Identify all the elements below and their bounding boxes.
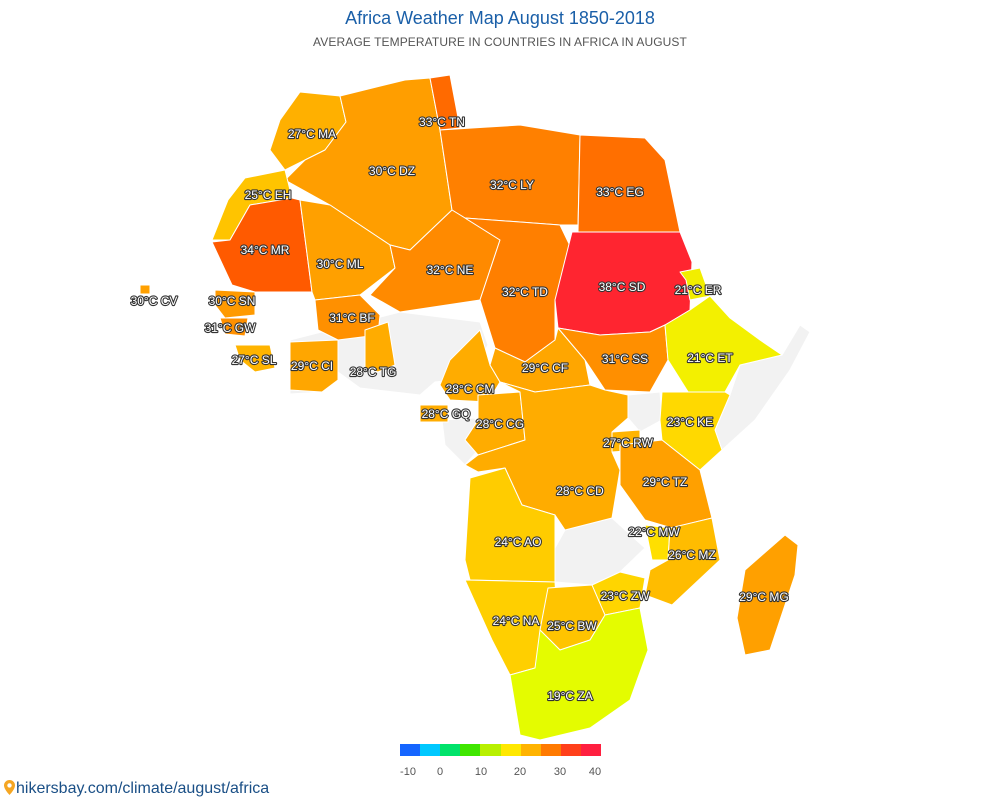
- country-et[interactable]: [664, 295, 783, 396]
- country-label-cm: 28°C CM: [446, 382, 495, 396]
- legend-swatch: [440, 744, 461, 756]
- legend-tick-label: 0: [436, 766, 444, 778]
- map-pin-icon: [4, 780, 15, 795]
- country-label-gq: 28°C GQ: [422, 407, 471, 421]
- country-label-sd: 38°C SD: [599, 280, 646, 294]
- country-label-zw: 23°C ZW: [601, 589, 650, 603]
- country-mz[interactable]: [644, 517, 721, 606]
- temperature-legend: [400, 744, 602, 756]
- country-za[interactable]: [509, 607, 649, 741]
- country-label-ci: 29°C CI: [291, 359, 333, 373]
- legend-swatch: [500, 744, 522, 756]
- country-ci[interactable]: [289, 339, 339, 393]
- country-mg[interactable]: [736, 534, 799, 656]
- country-label-ml: 30°C ML: [317, 257, 364, 271]
- country-label-mr: 34°C MR: [241, 243, 290, 257]
- legend-swatch: [580, 744, 602, 756]
- country-tn[interactable]: [429, 74, 461, 131]
- country-label-et: 21°C ET: [687, 351, 733, 365]
- country-label-ke: 23°C KE: [667, 415, 713, 429]
- country-tg[interactable]: [364, 321, 396, 373]
- country-ao[interactable]: [464, 467, 556, 583]
- country-label-sl: 27°C SL: [232, 353, 277, 367]
- country-label-cg: 28°C CG: [476, 417, 524, 431]
- country-ke[interactable]: [659, 391, 731, 471]
- country-sl[interactable]: [234, 344, 276, 373]
- country-label-er: 21°C ER: [675, 283, 722, 297]
- country-cv[interactable]: [139, 284, 151, 295]
- country-label-ao: 24°C AO: [495, 535, 542, 549]
- country-label-bw: 25°C BW: [547, 619, 597, 633]
- country-label-eg: 33°C EG: [596, 185, 643, 199]
- page-subtitle: AVERAGE TEMPERATURE IN COUNTRIES IN AFRI…: [313, 35, 687, 49]
- country-label-rw: 27°C RW: [603, 436, 654, 450]
- country-label-td: 32°C TD: [502, 285, 548, 299]
- labels-layer: 27°C MA 30°C DZ 33°C TN 32°C LY 33°C EG 25°C …: [129, 114, 789, 704]
- country-label-cf: 29°C CF: [522, 361, 568, 375]
- legend-tick-label: 20: [513, 766, 527, 778]
- country-label-ly: 32°C LY: [490, 178, 534, 192]
- legend-swatch: [400, 744, 421, 756]
- country-label-cd: 28°C CD: [556, 484, 604, 498]
- country-label-za: 19°C ZA: [547, 689, 592, 703]
- country-cf[interactable]: [489, 327, 591, 393]
- legend-swatch: [560, 744, 582, 756]
- page-title: Africa Weather Map August 1850-2018: [345, 8, 655, 28]
- country-label-dz: 30°C DZ: [369, 164, 415, 178]
- country-label-cv: 30°C CV: [131, 294, 178, 308]
- country-label-mg: 29°C MG: [739, 590, 788, 604]
- country-label-mw: 22°C MW: [628, 525, 680, 539]
- legend-tick-label: -10: [400, 766, 416, 778]
- country-label-ma: 27°C MA: [288, 127, 336, 141]
- country-gq[interactable]: [419, 404, 449, 423]
- country-label-tz: 29°C TZ: [643, 475, 688, 489]
- no-data-region-gabon: [441, 417, 479, 466]
- countries-layer: [139, 74, 799, 741]
- legend-swatch: [480, 744, 501, 756]
- legend-tick-label: 10: [474, 766, 488, 778]
- legend-tick-label: 40: [588, 766, 602, 778]
- source-link-text[interactable]: hikersbay.com/climate/august/africa: [16, 780, 270, 797]
- no-data-region-uganda: [627, 391, 663, 433]
- country-label-ne: 32°C NE: [427, 263, 474, 277]
- country-label-gw: 31°C GW: [205, 321, 256, 335]
- legend-swatch: [420, 744, 441, 756]
- country-label-bf: 31°C BF: [329, 311, 374, 325]
- country-label-tn: 33°C TN: [419, 115, 465, 129]
- country-gw[interactable]: [219, 317, 249, 337]
- legend-swatch: [540, 744, 562, 756]
- country-cd[interactable]: [464, 381, 629, 531]
- country-ml[interactable]: [299, 199, 396, 301]
- country-ly[interactable]: [439, 124, 581, 226]
- country-label-ss: 31°C SS: [602, 352, 648, 366]
- source-link[interactable]: hikersbay.com/climate/august/africa: [4, 780, 269, 798]
- country-eg[interactable]: [577, 134, 681, 233]
- country-label-na: 24°C NA: [493, 614, 540, 628]
- country-cm[interactable]: [439, 329, 501, 403]
- legend-swatch: [520, 744, 542, 756]
- country-er[interactable]: [679, 267, 711, 301]
- country-label-eh: 25°C EH: [245, 188, 292, 202]
- country-sn[interactable]: [214, 289, 256, 319]
- country-label-sn: 30°C SN: [209, 294, 256, 308]
- country-label-tg: 28°C TG: [350, 365, 397, 379]
- country-label-mz: 26°C MZ: [668, 548, 715, 562]
- legend-tick-label: 30: [553, 766, 567, 778]
- legend-swatch: [460, 744, 481, 756]
